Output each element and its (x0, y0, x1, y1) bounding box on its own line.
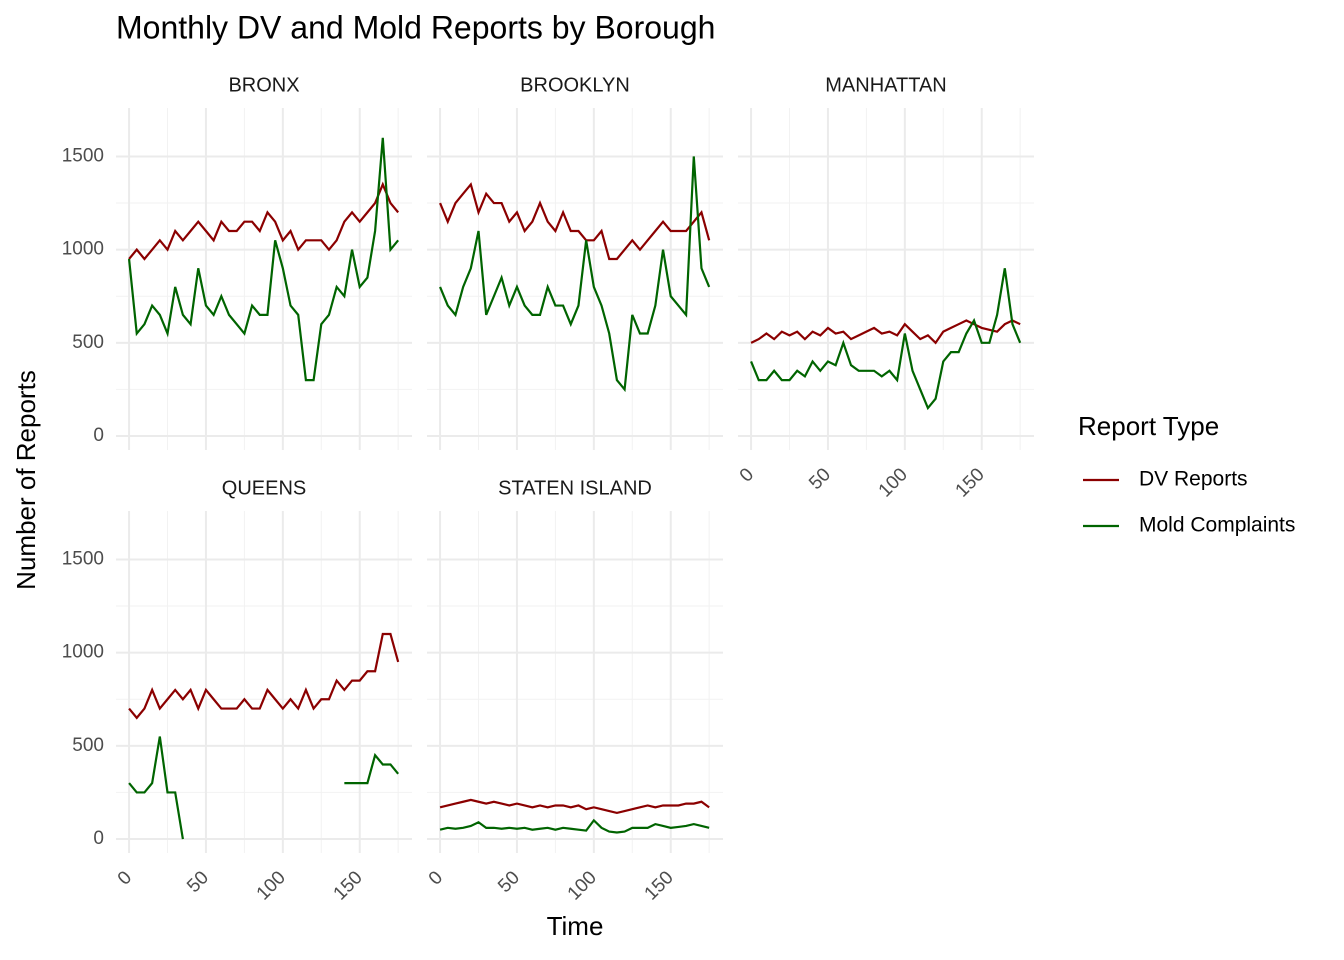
series-line (127, 137, 400, 382)
x-tick-label: 100 (253, 867, 290, 904)
x-tick-label: 150 (641, 867, 678, 904)
x-tick-label: 50 (494, 867, 524, 897)
y-tick-label: 1000 (62, 642, 104, 663)
y-tick-label: 1500 (62, 548, 104, 569)
y-tick-label: 0 (93, 828, 104, 849)
x-tick-label: 50 (183, 867, 213, 897)
y-tick-label: 0 (93, 425, 104, 446)
x-tick-label: 100 (875, 464, 912, 501)
x-tick-label: 150 (330, 867, 367, 904)
x-tick-label: 50 (805, 464, 835, 494)
panel-title: BROOKLYN (520, 74, 630, 96)
panel-title: STATEN ISLAND (498, 477, 652, 499)
x-tick-label: 0 (425, 867, 447, 889)
panel-title: MANHATTAN (825, 74, 946, 96)
series-line (439, 182, 711, 261)
series-line (344, 752, 400, 785)
series-line (439, 156, 711, 393)
series-line (128, 632, 400, 720)
x-axis-title: Time (547, 911, 604, 941)
legend-title: Report Type (1078, 411, 1219, 441)
x-tick-label: 150 (952, 464, 989, 501)
series-line (439, 818, 710, 834)
y-tick-label: 1500 (62, 145, 104, 166)
series-line (128, 736, 184, 840)
x-tick-label: 0 (736, 464, 758, 486)
series-line (439, 798, 710, 815)
panel-title: QUEENS (222, 477, 306, 499)
x-tick-label: 100 (564, 867, 601, 904)
panel-title: BRONX (228, 74, 299, 96)
chart-title: Monthly DV and Mold Reports by Borough (116, 9, 715, 45)
x-tick-label: 0 (114, 867, 136, 889)
legend-label: DV Reports (1139, 468, 1248, 491)
series-line (128, 181, 400, 261)
y-tick-label: 500 (72, 735, 104, 756)
series-line (750, 268, 1022, 411)
y-tick-label: 1000 (62, 239, 104, 260)
y-axis-title: Number of Reports (11, 370, 41, 590)
legend-label: Mold Complaints (1139, 514, 1295, 537)
y-tick-label: 500 (72, 332, 104, 353)
